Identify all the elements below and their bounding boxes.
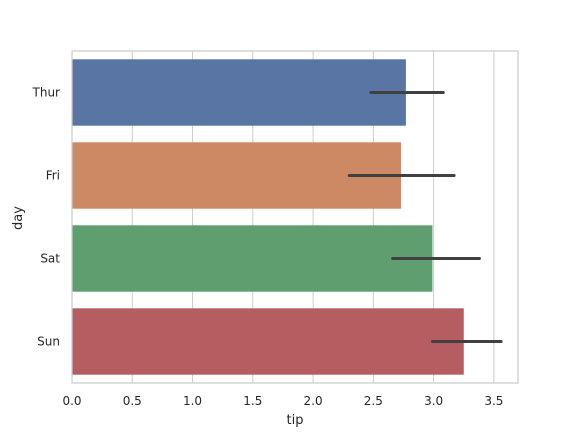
error-bars — [347, 91, 503, 343]
plot-border — [71, 50, 519, 384]
x-tick-label: 3.0 — [424, 394, 443, 408]
x-axis-label: tip — [287, 413, 304, 428]
x-tick-label: 0.5 — [123, 394, 142, 408]
x-tick-label: 1.5 — [243, 394, 262, 408]
bars — [72, 59, 464, 375]
plot-frame — [71, 50, 519, 384]
x-tick-label: 1.0 — [183, 394, 202, 408]
y-tick-label-thur: Thur — [32, 86, 61, 100]
y-tick-label-sat: Sat — [40, 252, 60, 266]
bar-fri — [72, 142, 402, 209]
x-axis-ticks: 0.0 0.5 1.0 1.5 2.0 2.5 3.0 3.5 — [62, 394, 503, 408]
x-tick-label: 2.0 — [304, 394, 323, 408]
bar-sun — [72, 308, 464, 375]
y-tick-label-fri: Fri — [46, 169, 60, 183]
x-tick-label: 3.5 — [484, 394, 503, 408]
y-axis-label: day — [11, 206, 26, 230]
y-tick-label-sun: Sun — [37, 335, 60, 349]
bar-thur — [72, 59, 406, 126]
x-tick-label: 2.5 — [364, 394, 383, 408]
bar-sat — [72, 225, 433, 292]
y-axis-ticks: Thur Fri Sat Sun — [32, 86, 61, 349]
x-tick-label: 0.0 — [62, 394, 81, 408]
